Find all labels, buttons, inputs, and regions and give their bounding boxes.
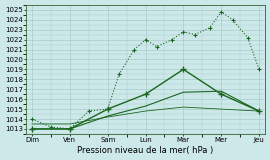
X-axis label: Pression niveau de la mer( hPa ): Pression niveau de la mer( hPa ) bbox=[77, 146, 214, 155]
